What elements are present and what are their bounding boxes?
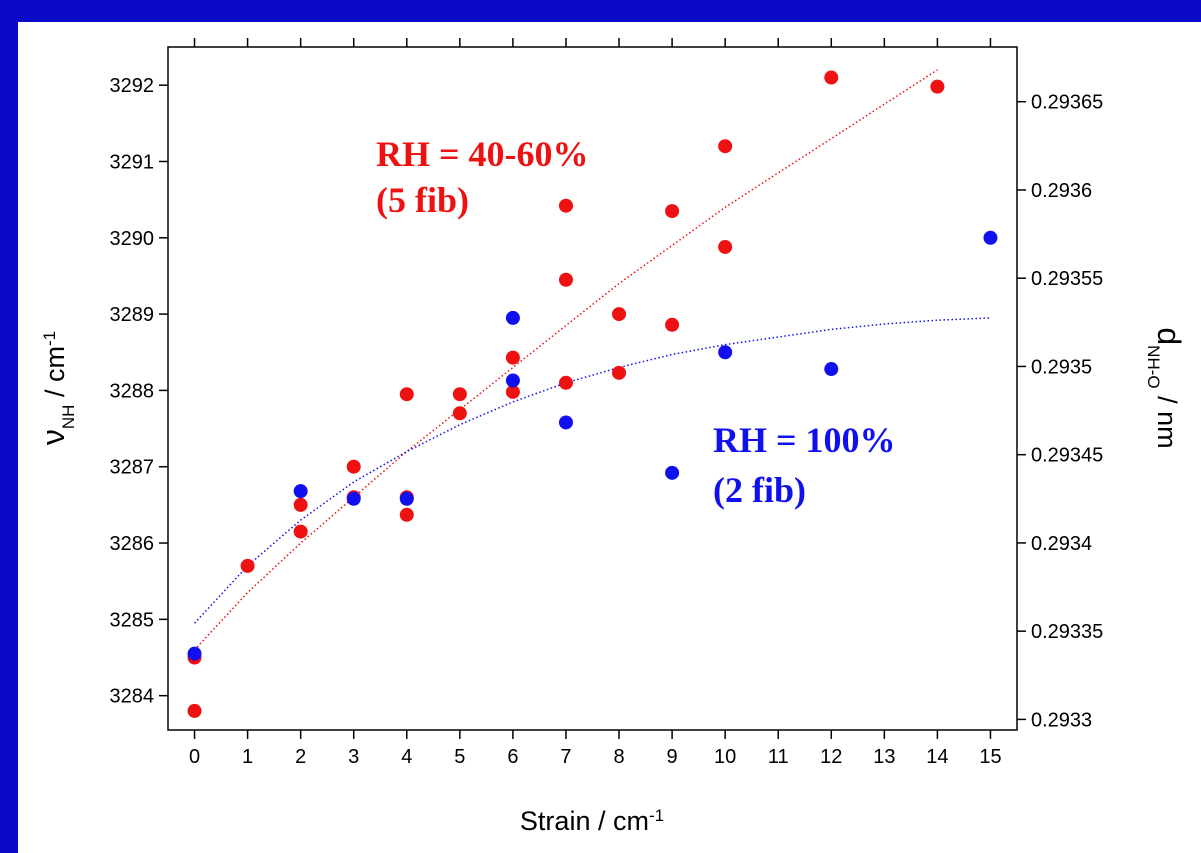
y-tick-label: 3286 bbox=[110, 533, 155, 555]
y-tick-label: 3288 bbox=[110, 380, 155, 402]
y2-tick-label: 0.2935 bbox=[1031, 356, 1092, 378]
point bbox=[665, 317, 680, 332]
point bbox=[293, 497, 308, 512]
x-tick-label: 10 bbox=[714, 746, 736, 768]
point bbox=[612, 307, 627, 322]
point bbox=[983, 230, 998, 245]
point bbox=[665, 465, 680, 480]
point bbox=[558, 272, 573, 287]
y-tick-label: 3289 bbox=[110, 304, 155, 326]
point bbox=[718, 239, 733, 254]
y-tick-label: 3291 bbox=[110, 151, 155, 173]
x-tick-label: 14 bbox=[926, 746, 948, 768]
plot-frame bbox=[167, 46, 1018, 731]
y2-tick-label: 0.2936 bbox=[1031, 180, 1092, 202]
x-tick-label: 11 bbox=[768, 746, 789, 768]
series-note: (2 fib) bbox=[713, 470, 806, 510]
series-note: (5 fib) bbox=[376, 180, 469, 220]
y-tick-label: 3290 bbox=[110, 228, 155, 250]
y-label-sub: NH bbox=[59, 405, 78, 430]
y-label-unit: / cm bbox=[40, 346, 70, 405]
point bbox=[558, 198, 573, 213]
series-label: RH = 40-60% bbox=[376, 134, 589, 174]
point bbox=[452, 387, 467, 402]
y2-tick-label: 0.29355 bbox=[1031, 268, 1103, 290]
point bbox=[399, 491, 414, 506]
series-label: RH = 100% bbox=[713, 420, 896, 460]
point bbox=[665, 204, 680, 219]
point bbox=[505, 373, 520, 388]
fit-curve bbox=[193, 317, 991, 624]
point bbox=[346, 459, 361, 474]
x-tick-label: 15 bbox=[979, 746, 1001, 768]
point bbox=[505, 384, 520, 399]
y-axis-label: νNH / cm-1 bbox=[35, 331, 78, 445]
y-tick-label: 3287 bbox=[110, 457, 155, 479]
x-label-sup: -1 bbox=[649, 806, 664, 825]
point bbox=[399, 507, 414, 522]
y-label-main: ν bbox=[35, 429, 71, 445]
x-tick-label: 9 bbox=[667, 746, 678, 768]
point bbox=[293, 524, 308, 539]
x-tick-label: 13 bbox=[873, 746, 895, 768]
y2-tick-label: 0.2934 bbox=[1031, 533, 1092, 555]
point bbox=[452, 406, 467, 421]
point bbox=[187, 646, 202, 661]
x-tick-label: 3 bbox=[348, 746, 359, 768]
y-tick-label: 3292 bbox=[110, 75, 155, 97]
y2-tick-label: 0.29365 bbox=[1031, 92, 1103, 114]
x-tick-label: 5 bbox=[454, 746, 465, 768]
y2-label-unit: / nm bbox=[1152, 389, 1182, 449]
point bbox=[505, 350, 520, 365]
x-label-main: Strain / cm bbox=[520, 806, 649, 836]
x-tick-label: 8 bbox=[613, 746, 624, 768]
point bbox=[718, 139, 733, 154]
x-tick-label: 12 bbox=[820, 746, 842, 768]
point bbox=[718, 345, 733, 360]
point bbox=[187, 703, 202, 718]
point bbox=[612, 365, 627, 380]
x-tick-label: 6 bbox=[507, 746, 518, 768]
point bbox=[346, 491, 361, 506]
point bbox=[558, 415, 573, 430]
y-tick-label: 3285 bbox=[110, 609, 155, 631]
x-tick-label: 0 bbox=[189, 746, 200, 768]
point bbox=[824, 70, 839, 85]
point bbox=[293, 484, 308, 499]
x-tick-label: 7 bbox=[560, 746, 571, 768]
point bbox=[240, 558, 255, 573]
y2-axis-label: dNH-O / nm bbox=[1145, 327, 1188, 448]
y-label-sup: -1 bbox=[40, 331, 59, 346]
point bbox=[399, 387, 414, 402]
panel bbox=[18, 22, 1201, 853]
point bbox=[558, 375, 573, 390]
x-axis-label: Strain / cm-1 bbox=[520, 806, 664, 837]
y2-tick-label: 0.29335 bbox=[1031, 621, 1103, 643]
point bbox=[930, 79, 945, 94]
y2-label-main: d bbox=[1151, 327, 1187, 345]
x-tick-label: 1 bbox=[242, 746, 253, 768]
y2-tick-label: 0.29345 bbox=[1031, 445, 1103, 467]
y2-tick-label: 0.2933 bbox=[1031, 709, 1092, 731]
point bbox=[824, 362, 839, 377]
y-tick-label: 3284 bbox=[110, 686, 155, 708]
point bbox=[505, 310, 520, 325]
y2-label-sub: NH-O bbox=[1145, 345, 1164, 388]
x-tick-label: 4 bbox=[401, 746, 412, 768]
x-tick-label: 2 bbox=[295, 746, 306, 768]
